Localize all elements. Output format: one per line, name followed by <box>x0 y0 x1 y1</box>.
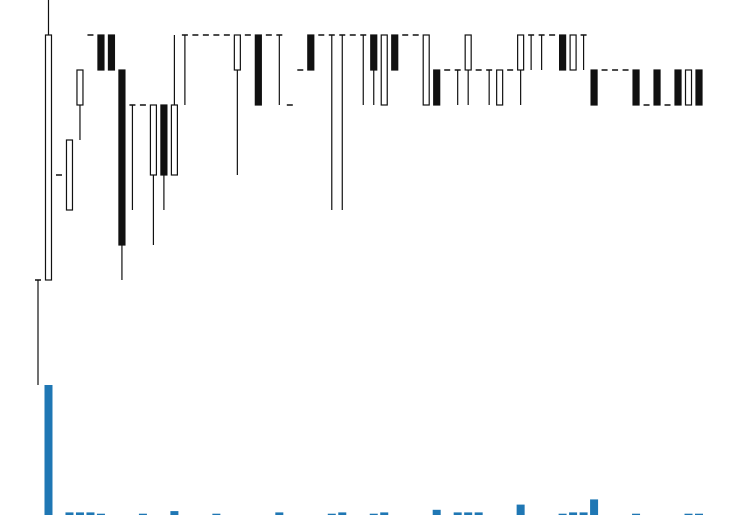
volume-bar <box>138 513 147 515</box>
candle-body <box>307 34 315 71</box>
volume-bar <box>474 512 483 515</box>
volume-bar <box>695 513 703 515</box>
candle-body <box>380 34 388 106</box>
volume-bar <box>327 513 336 515</box>
candle-body <box>684 69 693 106</box>
candle-body <box>464 34 472 71</box>
candle-body <box>632 69 640 106</box>
volume-bar <box>432 509 441 515</box>
volume-bar <box>464 512 473 515</box>
volume-bar <box>338 512 347 515</box>
candle-body <box>653 69 661 106</box>
candle-body <box>170 104 178 176</box>
volume-bar <box>684 513 693 515</box>
volume-bar <box>170 511 179 515</box>
volume-bar <box>86 512 95 515</box>
candle-body <box>254 34 262 106</box>
volume-bar <box>579 512 588 515</box>
candle-body <box>44 34 53 281</box>
candle-body <box>65 139 74 211</box>
volume-bar <box>44 385 53 515</box>
candle-body <box>160 104 168 176</box>
candle-body <box>569 34 577 71</box>
candle-body <box>422 34 430 106</box>
candle-body <box>590 69 598 106</box>
volume-bar <box>369 513 378 515</box>
volume-bar <box>380 512 389 515</box>
volume-bar <box>453 512 462 515</box>
volume-bar <box>590 499 599 515</box>
volume-bar <box>569 512 578 515</box>
volume-bar <box>65 512 74 515</box>
volume-bar <box>516 504 525 515</box>
volume-bar <box>96 513 105 515</box>
volume-bar <box>558 513 567 515</box>
candle-body <box>233 34 241 71</box>
candle-body <box>149 104 158 176</box>
candle-body <box>695 69 703 106</box>
candle-body <box>433 69 441 106</box>
candle-body <box>97 34 105 71</box>
candle-body <box>391 34 399 71</box>
candle-body <box>118 69 126 246</box>
volume-bar <box>275 512 284 515</box>
candle-body <box>496 69 504 106</box>
volume-bar <box>75 512 84 515</box>
candle-body <box>559 34 567 71</box>
candle-body <box>76 69 84 106</box>
volume-bar <box>632 513 641 515</box>
candle-body <box>107 34 116 71</box>
volume-bar <box>212 513 221 515</box>
candle-body <box>517 34 525 71</box>
candle-body <box>674 69 682 106</box>
candle-body <box>370 34 378 71</box>
